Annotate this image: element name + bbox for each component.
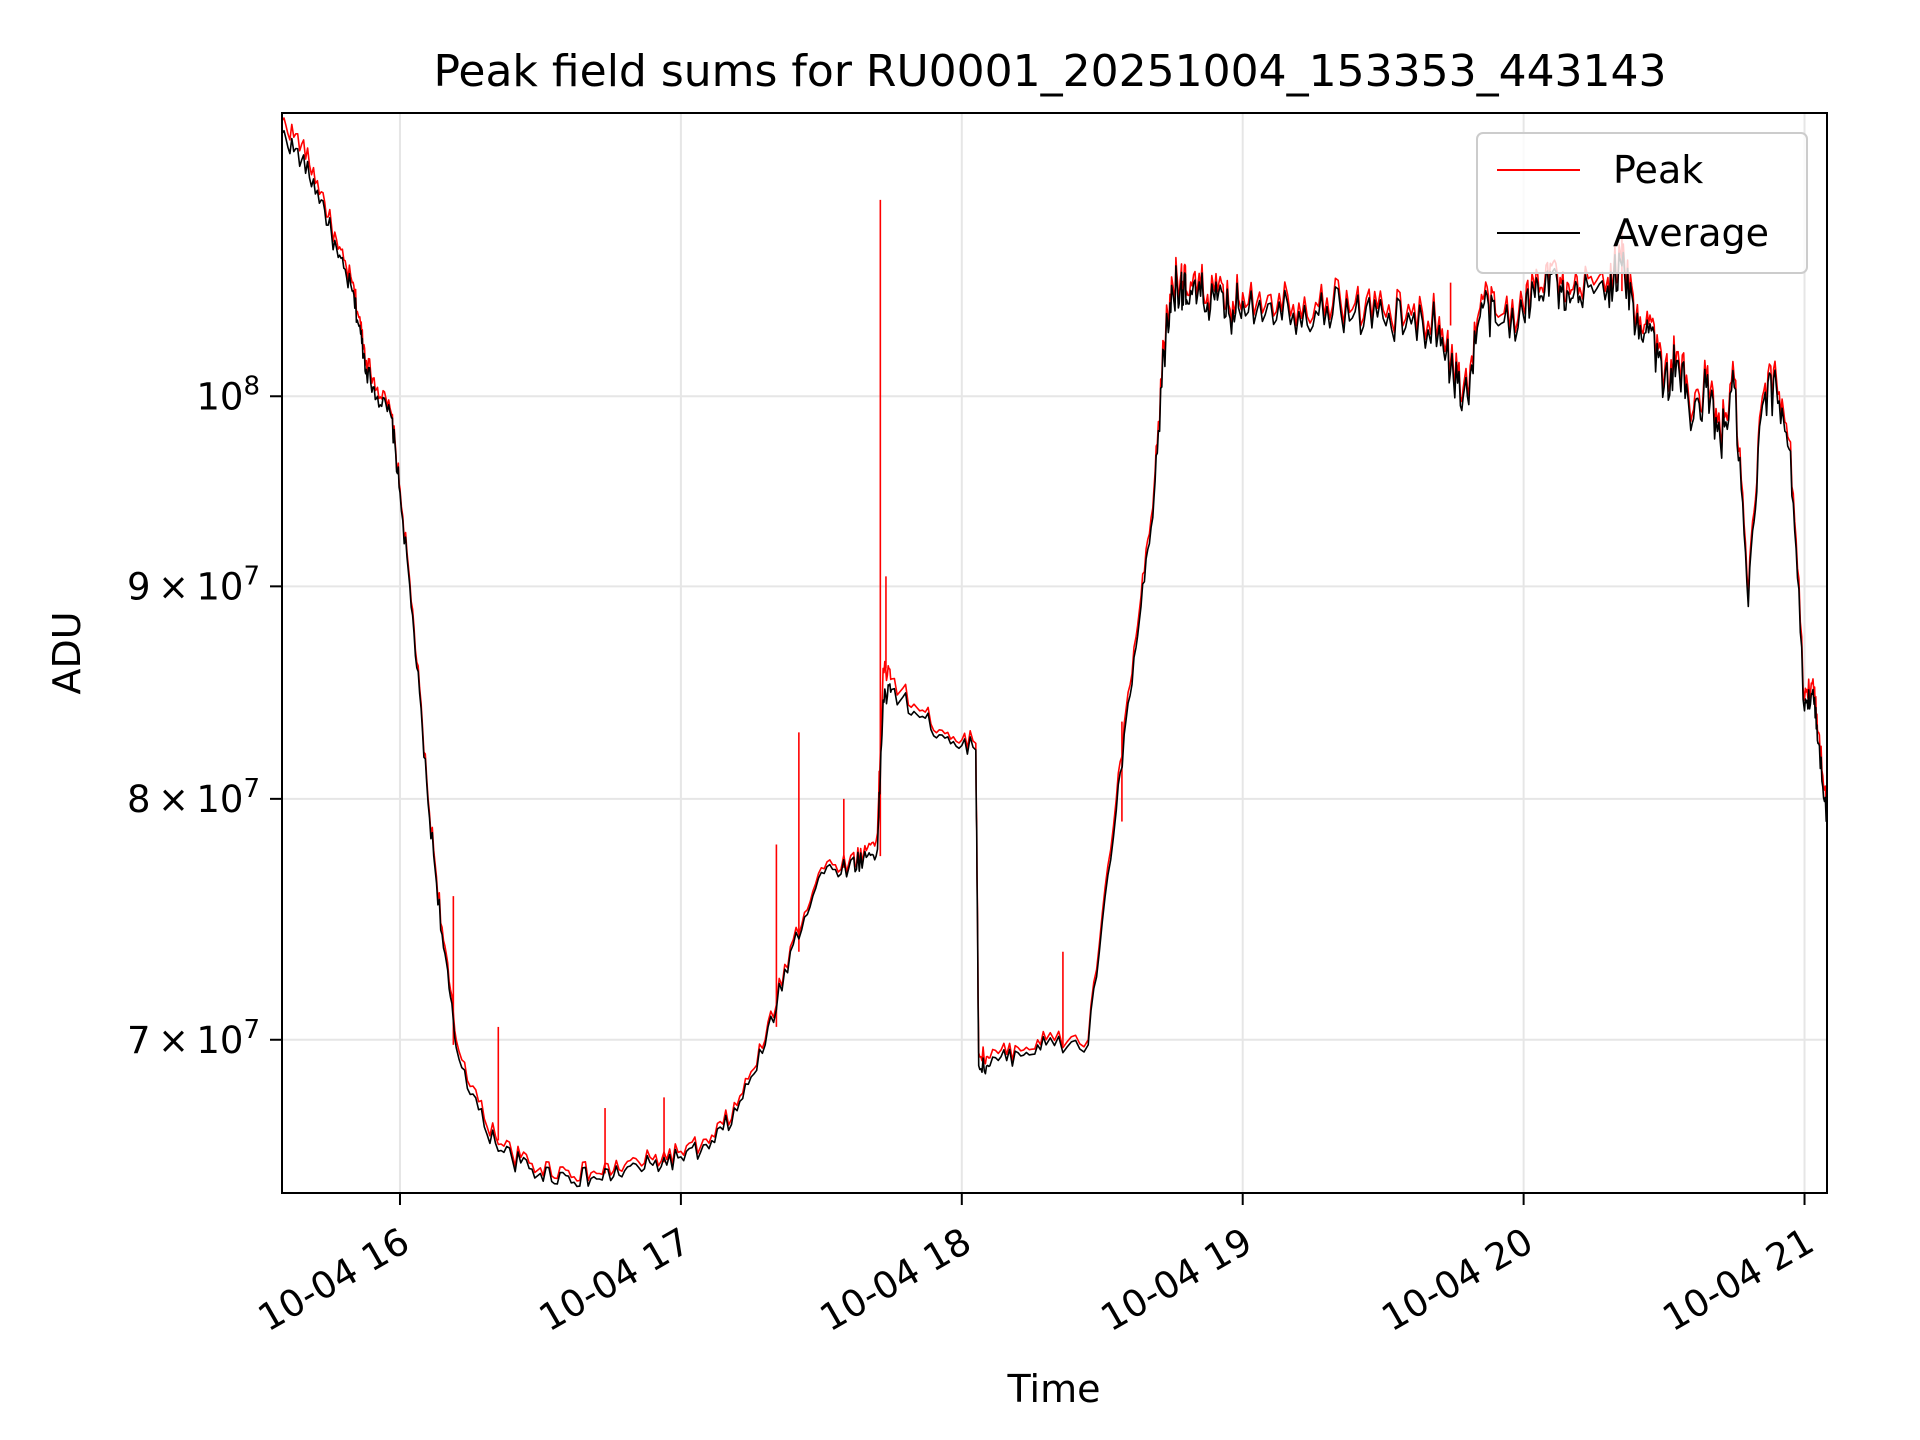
legend-label-peak: Peak bbox=[1613, 148, 1703, 192]
y-tick-label: 9 × 107 bbox=[127, 561, 260, 608]
y-tick-label: 7 × 107 bbox=[127, 1015, 260, 1062]
grid-lines bbox=[282, 113, 1827, 1193]
legend-label-average: Average bbox=[1613, 211, 1769, 255]
series-line-average bbox=[281, 129, 1828, 1188]
plot-area bbox=[282, 113, 1827, 1193]
y-axis-ticks: 7 × 107 8 × 107 9 × 107 108 bbox=[127, 371, 282, 1062]
y-axis-label: ADU bbox=[45, 611, 89, 694]
y-tick-label: 108 bbox=[196, 371, 260, 418]
x-axis-label: Time bbox=[1007, 1367, 1101, 1411]
legend-box bbox=[1476, 132, 1808, 274]
series-layer bbox=[281, 117, 1828, 1188]
plot-frame bbox=[281, 112, 1828, 1194]
legend: Peak Average bbox=[1476, 132, 1808, 274]
chart-title: Peak field sums for RU0001_20251004_1533… bbox=[433, 46, 1666, 97]
y-tick-label: 8 × 107 bbox=[127, 774, 260, 821]
